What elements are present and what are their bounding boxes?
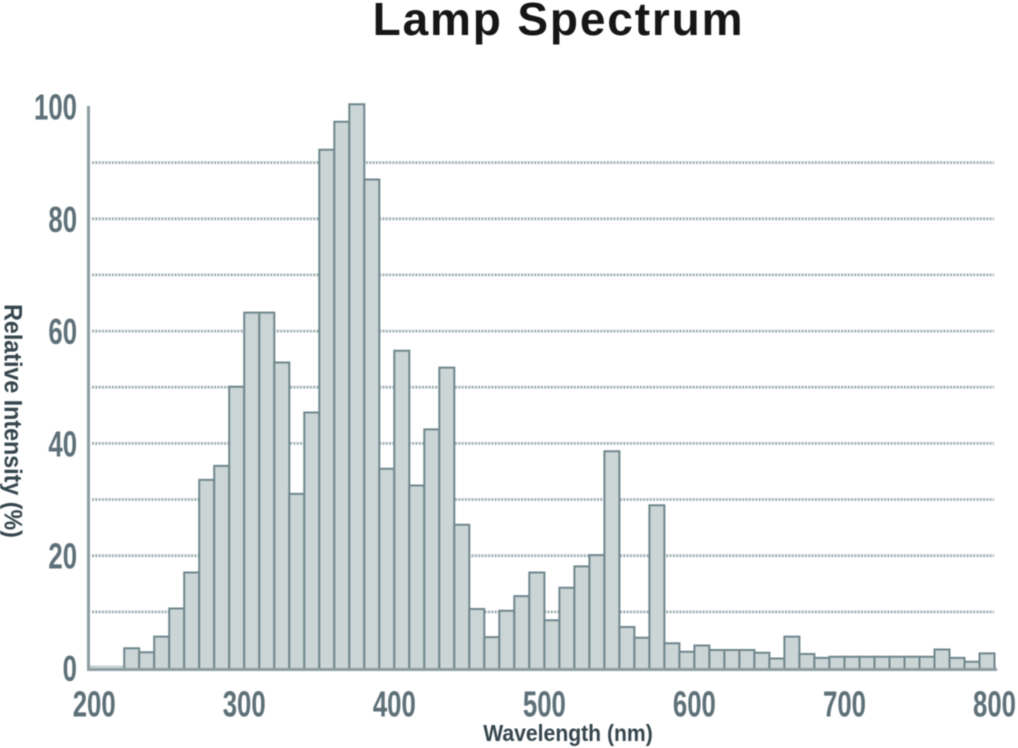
svg-text:200: 200 [73, 684, 116, 724]
svg-text:400: 400 [373, 684, 416, 724]
svg-text:800: 800 [973, 684, 1016, 724]
svg-text:Relative Intensity (%): Relative Intensity (%) [0, 304, 26, 538]
svg-text:0: 0 [63, 649, 77, 689]
svg-text:300: 300 [223, 684, 266, 724]
svg-text:80: 80 [48, 200, 77, 240]
svg-text:600: 600 [673, 684, 716, 724]
svg-text:20: 20 [48, 536, 77, 576]
svg-text:Wavelength (nm): Wavelength (nm) [483, 720, 653, 746]
svg-text:40: 40 [48, 424, 77, 464]
svg-text:100: 100 [34, 87, 77, 127]
svg-text:700: 700 [823, 684, 866, 724]
svg-text:Lamp Spectrum: Lamp Spectrum [373, 0, 745, 45]
svg-text:500: 500 [523, 684, 566, 724]
svg-text:60: 60 [48, 312, 77, 352]
